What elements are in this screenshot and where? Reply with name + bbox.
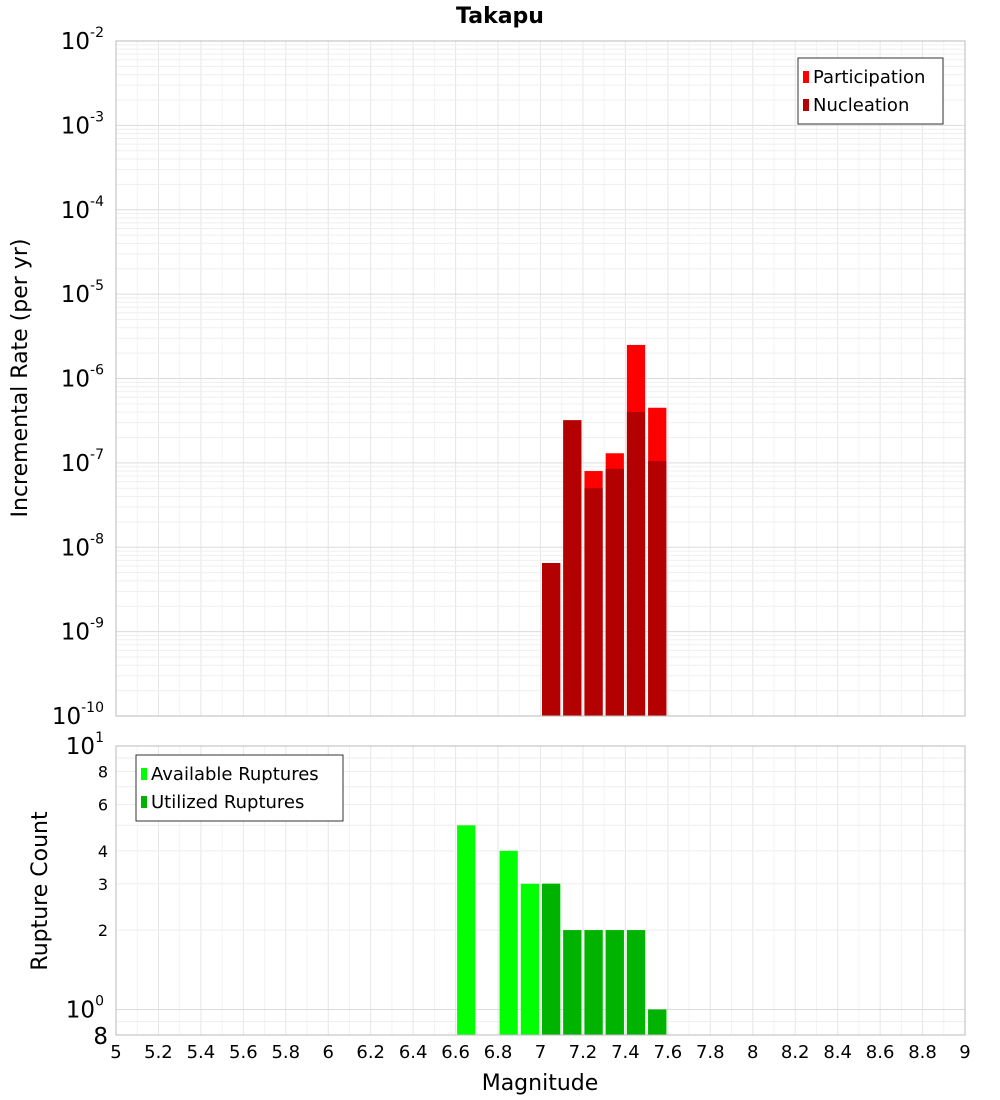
x-tick-label: 6.6 [441,1042,470,1063]
bottom-bar-a [520,883,539,1035]
bottom-bar-b [626,930,646,1035]
bottom-y-tick-label-minor: 8 [93,1024,108,1050]
top-bars [542,344,667,716]
x-tick-label: 8.6 [866,1042,895,1063]
top-y-tick-label: 10-2 [61,25,104,55]
bottom-bar-b [542,883,561,1035]
x-tick-label: 5.6 [229,1042,258,1063]
x-tick-label: 6.4 [399,1042,428,1063]
bottom-legend-box [135,754,344,822]
top-bar-b [563,420,582,716]
top-y-tick-label: 10-6 [61,363,104,393]
x-tick-label: 6.8 [484,1042,513,1063]
top-y-tick-label: 10-5 [61,278,104,308]
top-legend-label: Nucleation [813,95,909,116]
x-tick-label: 6.2 [356,1042,385,1063]
x-tick-label: 7.2 [569,1042,598,1063]
top-legend-box [797,57,944,125]
x-tick-label: 7.8 [696,1042,725,1063]
bottom-plot: 100 101 8 2 3 4 6 8 Rupture Count Available Rup… [28,730,971,1096]
bottom-plot-border [115,745,966,1036]
x-tick-label: 8 [747,1042,758,1063]
bottom-legend: Available Ruptures Utilized Ruptures [135,754,344,822]
bottom-legend-swatch [141,796,147,808]
bottom-y-tick-label-minor: 2 [98,921,108,940]
top-legend-swatch [803,99,809,111]
bottom-y-tick-label-minor: 3 [98,875,108,894]
chart-title: Takapu [456,4,544,29]
top-y-tick-labels: 10-10 10-9 10-8 10-7 10-6 10-5 10-4 10-3 10-2 [52,25,104,730]
x-tick-label: 5 [110,1042,121,1063]
top-plot-border [115,40,966,717]
top-bar-b [542,563,561,716]
x-tick-label: 5.8 [271,1042,300,1063]
top-bar-b [584,488,603,716]
bottom-bar-b [605,930,624,1035]
top-y-tick-label: 10-8 [61,531,104,561]
top-y-axis-label: Incremental Rate (per yr) [8,239,33,518]
bottom-y-tick-label-minor: 6 [98,795,108,814]
bottom-y-tick-labels: 100 101 8 2 3 4 6 8 [66,730,108,1050]
bottom-legend-swatch [141,768,147,780]
x-tick-label: 6 [323,1042,334,1063]
x-tick-label: 7.4 [611,1042,640,1063]
top-y-tick-label: 10-4 [61,194,104,224]
x-tick-labels: 5 5.2 5.4 5.6 5.8 6 6.2 6.4 6.6 6.8 7 7.2 7.4 7.6 7.8 8… [110,1042,970,1063]
x-tick-label: 8.4 [823,1042,852,1063]
top-y-tick-label: 10-9 [61,616,104,646]
x-tick-label: 9 [959,1042,970,1063]
bottom-legend-label: Utilized Ruptures [151,792,304,813]
bottom-legend-label: Available Ruptures [151,764,319,785]
top-bar-b [605,468,624,716]
x-tick-label: 8.2 [781,1042,810,1063]
x-axis-label: Magnitude [482,1071,599,1096]
bottom-bars [457,825,667,1035]
bottom-y-tick-label-minor: 8 [98,763,108,782]
bottom-bar-b [648,1009,667,1035]
top-legend-label: Participation [813,67,925,88]
bottom-bar-a [499,850,518,1035]
top-legend-swatch [803,71,809,83]
bottom-bar-b [563,930,582,1035]
top-bar-b [626,412,646,716]
top-grid [115,40,966,717]
x-tick-label: 5.4 [187,1042,216,1063]
top-legend: Participation Nucleation [797,57,944,125]
x-tick-label: 7 [535,1042,546,1063]
x-tick-label: 7.6 [654,1042,683,1063]
bottom-bar-b [584,930,603,1035]
top-bar-b [648,461,667,716]
top-y-tick-label: 10-10 [52,700,104,730]
bottom-y-tick-label-major: 100 [66,993,104,1023]
top-y-tick-label: 10-3 [61,109,104,139]
x-tick-label: 8.8 [908,1042,937,1063]
bottom-y-axis-label: Rupture Count [28,811,53,971]
bottom-y-tick-label-major: 101 [66,730,104,760]
top-y-tick-label: 10-7 [61,447,104,477]
top-plot: 10-10 10-9 10-8 10-7 10-6 10-5 10-4 10-3 10-2 In… [8,25,966,730]
bottom-y-tick-label-minor: 4 [98,842,108,861]
bottom-bar-a [457,825,476,1035]
x-tick-label: 5.2 [144,1042,173,1063]
